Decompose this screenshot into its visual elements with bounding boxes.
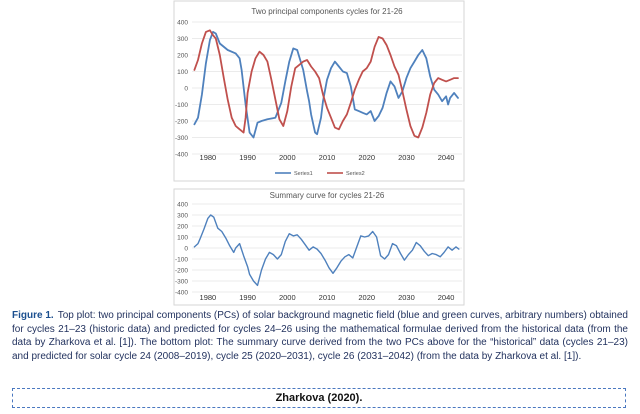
c2-x-tick-label: 2010 bbox=[319, 293, 336, 302]
c1-y-tick-label: 100 bbox=[177, 69, 188, 76]
c1-title: Two principal components cycles for 21-2… bbox=[251, 7, 403, 16]
c1-frame bbox=[173, 0, 465, 182]
c1-y-tick-label: -300 bbox=[175, 135, 188, 142]
principal-components-chart: Two principal components cycles for 21-2… bbox=[173, 0, 465, 182]
c1-y-tick-label: 300 bbox=[177, 36, 188, 43]
c1-legend-label-1: Series1 bbox=[294, 171, 313, 177]
c1-y-tick-label: 400 bbox=[177, 19, 188, 26]
c2-y-tick-label: -300 bbox=[175, 278, 188, 285]
c1-x-tick-label: 2020 bbox=[358, 153, 375, 162]
c2-frame bbox=[173, 188, 465, 306]
c2-y-tick-label: 0 bbox=[184, 245, 188, 252]
c1-y-tick-label: -400 bbox=[175, 151, 188, 158]
c1-x-tick-label: 2010 bbox=[319, 153, 336, 162]
c2-y-tick-label: 100 bbox=[177, 234, 188, 241]
source-text: Zharkova (2020). bbox=[275, 392, 363, 404]
figure-caption: Figure 1. Top plot: two principal compone… bbox=[12, 309, 628, 363]
c1-x-tick-label: 2030 bbox=[398, 153, 415, 162]
c2-y-tick-label: -100 bbox=[175, 256, 188, 263]
c2-x-tick-label: 2000 bbox=[279, 293, 296, 302]
c2-title: Summary curve for cycles 21-26 bbox=[270, 191, 385, 200]
c1-x-tick-label: 2000 bbox=[279, 153, 296, 162]
c2-y-tick-label: 400 bbox=[177, 201, 188, 208]
c1-y-tick-label: 200 bbox=[177, 52, 188, 59]
c2-y-tick-label: -200 bbox=[175, 267, 188, 274]
c2-x-tick-label: 2030 bbox=[398, 293, 415, 302]
c1-series-line-1 bbox=[193, 31, 459, 139]
summary-curve-chart: Summary curve for cycles 21-26 400 300 200 1… bbox=[173, 188, 465, 306]
c1-y-tick-label: -100 bbox=[175, 102, 188, 109]
c1-y-tick-label: 0 bbox=[184, 85, 188, 92]
c1-y-tick-label: -200 bbox=[175, 118, 188, 125]
c2-y-tick-label: 300 bbox=[177, 212, 188, 219]
c2-x-tick-label: 2040 bbox=[438, 293, 455, 302]
c2-y-tick-label: 200 bbox=[177, 223, 188, 230]
c2-series-line-1 bbox=[193, 214, 460, 287]
c1-x-tick-label: 2040 bbox=[438, 153, 455, 162]
c2-y-tick-label: -400 bbox=[175, 289, 188, 296]
c1-series-line-2 bbox=[193, 29, 459, 139]
caption-lead: Figure 1. bbox=[12, 310, 54, 321]
caption-text: Top plot: two principal components (PCs)… bbox=[12, 310, 628, 362]
c1-x-tick-label: 1980 bbox=[200, 153, 217, 162]
c2-x-tick-label: 1980 bbox=[200, 293, 217, 302]
c1-x-tick-label: 1990 bbox=[239, 153, 256, 162]
c1-legend-label-2: Series2 bbox=[346, 171, 365, 177]
c2-x-tick-label: 1990 bbox=[239, 293, 256, 302]
source-bar: Zharkova (2020). bbox=[12, 388, 626, 408]
c2-x-tick-label: 2020 bbox=[358, 293, 375, 302]
